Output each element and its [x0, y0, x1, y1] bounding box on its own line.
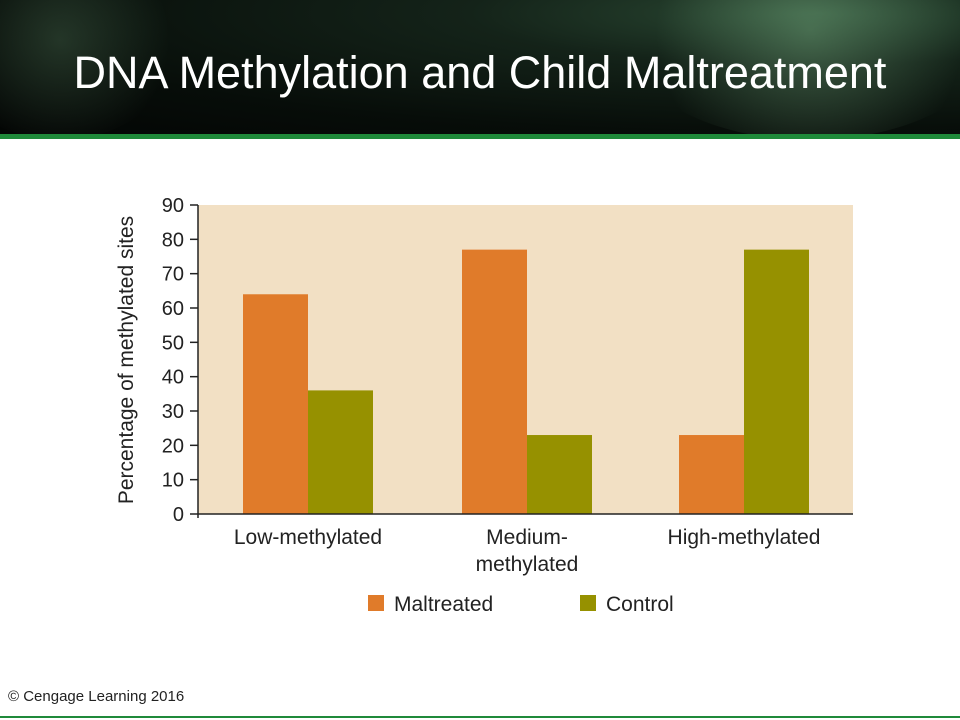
y-tick-label: 90 [162, 195, 184, 217]
y-tick-label: 50 [162, 332, 184, 354]
bar-control-0 [308, 390, 373, 514]
footer-divider [0, 716, 960, 718]
x-category-label: High-methylated [668, 526, 821, 549]
y-tick-label: 0 [173, 504, 184, 526]
y-tick-label: 40 [162, 367, 184, 389]
legend-label-maltreated: Maltreated [394, 593, 493, 616]
slide-header [0, 0, 960, 134]
legend-swatch-control [580, 595, 596, 611]
bars [243, 249, 809, 514]
header-divider [0, 134, 960, 139]
copyright-text: © Cengage Learning 2016 [8, 688, 185, 705]
bar-control-2 [744, 249, 809, 514]
y-tick-label: 10 [162, 470, 184, 492]
y-tick-label: 80 [162, 229, 184, 251]
bar-maltreated-1 [462, 249, 527, 514]
x-category-label: methylated [476, 553, 579, 576]
slide-title: DNA Methylation and Child Maltreatment [73, 47, 887, 98]
legend-label-control: Control [606, 593, 674, 616]
y-tick-label: 30 [162, 401, 184, 423]
y-axis-ticks: 0 10 20 30 40 50 60 70 80 90 [162, 195, 198, 526]
y-tick-label: 20 [162, 435, 184, 457]
x-axis-categories: Low-methylated Medium-methylated High-meth… [234, 526, 821, 576]
y-tick-label: 70 [162, 264, 184, 286]
bar-control-1 [527, 435, 592, 514]
bar-maltreated-2 [679, 435, 744, 514]
y-axis-label: Percentage of methylated sites [115, 216, 138, 504]
x-category-label: Medium- [486, 526, 568, 549]
x-category-label: Low-methylated [234, 526, 382, 549]
bar-maltreated-0 [243, 294, 308, 514]
legend: Maltreated Control [368, 593, 674, 616]
y-tick-label: 60 [162, 298, 184, 320]
legend-swatch-maltreated [368, 595, 384, 611]
